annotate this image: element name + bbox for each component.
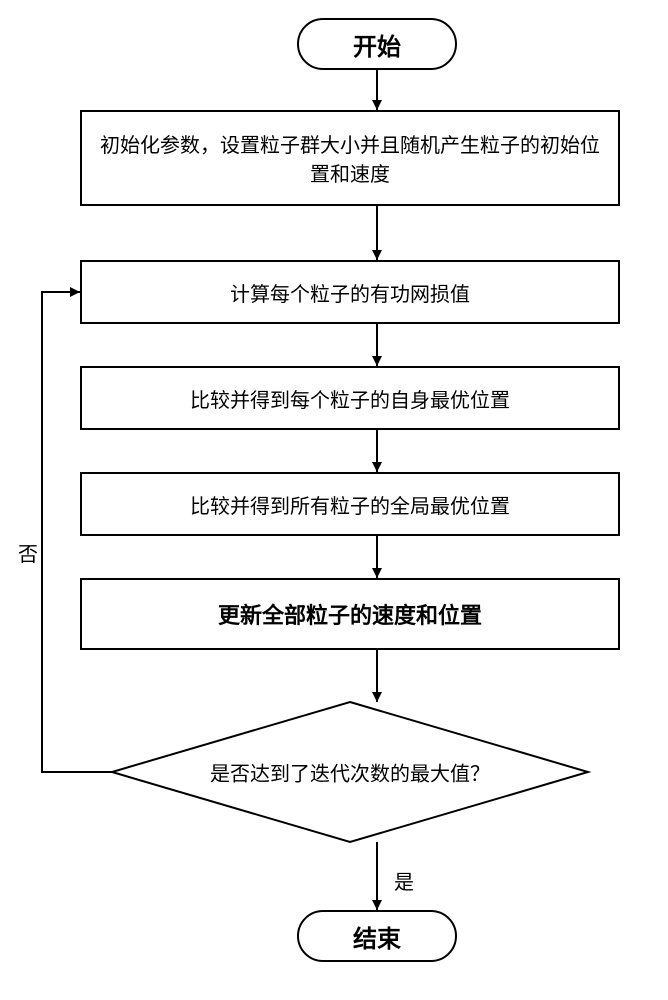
process-gbest: 比较并得到所有粒子的全局最优位置 [80, 472, 620, 536]
process-init: 初始化参数，设置粒子群大小并且随机产生粒子的初始位置和速度 [80, 110, 620, 206]
process-update-label: 更新全部粒子的速度和位置 [218, 598, 482, 630]
process-gbest-label: 比较并得到所有粒子的全局最优位置 [190, 490, 510, 519]
start-terminator: 开始 [297, 18, 457, 70]
edge-label-yes: 是 [394, 866, 414, 895]
process-calc-label: 计算每个粒子的有功网损值 [230, 278, 470, 307]
process-pbest-label: 比较并得到每个粒子的自身最优位置 [190, 384, 510, 413]
end-label: 结束 [353, 919, 401, 954]
edge-label-no: 否 [18, 538, 38, 567]
process-init-label: 初始化参数，设置粒子群大小并且随机产生粒子的初始位置和速度 [94, 129, 606, 187]
flowchart-container: 开始 初始化参数，设置粒子群大小并且随机产生粒子的初始位置和速度 计算每个粒子的… [0, 0, 668, 1000]
decision-maxiter: 是否达到了迭代次数的最大值？ [112, 702, 588, 842]
end-terminator: 结束 [297, 910, 457, 962]
decision-maxiter-label: 是否达到了迭代次数的最大值？ [210, 758, 490, 787]
process-calc: 计算每个粒子的有功网损值 [80, 260, 620, 324]
process-update: 更新全部粒子的速度和位置 [80, 578, 620, 650]
process-pbest: 比较并得到每个粒子的自身最优位置 [80, 366, 620, 430]
start-label: 开始 [353, 27, 401, 62]
